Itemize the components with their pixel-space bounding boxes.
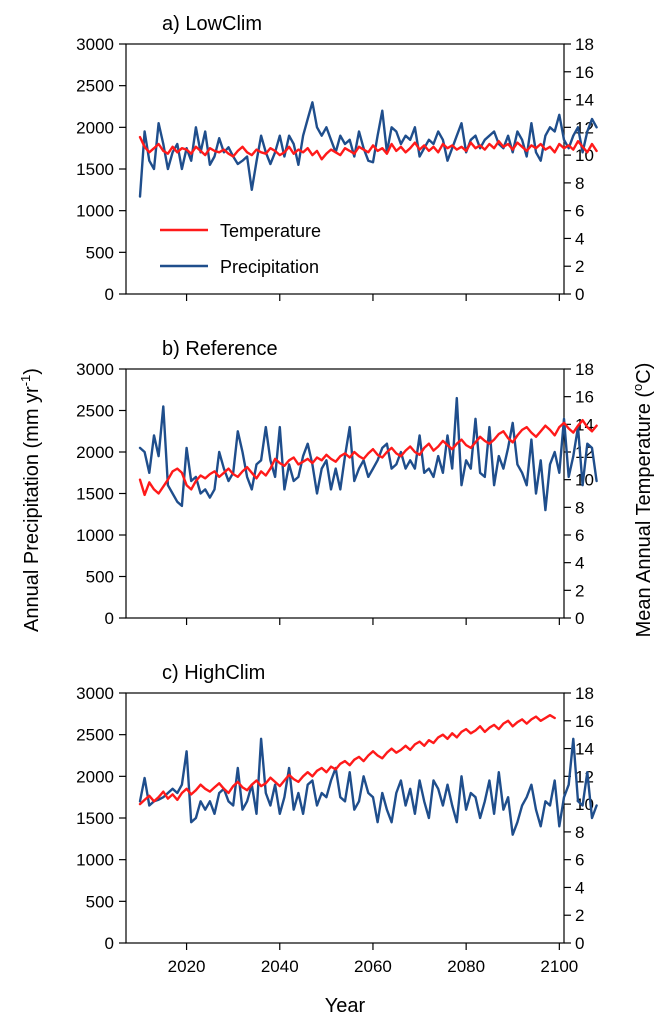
y-right-tick-label: 18 — [575, 360, 594, 379]
y-right-tick-label: 4 — [575, 554, 584, 573]
y-right-tick-label: 0 — [575, 285, 584, 304]
y-right-tick-label: 16 — [575, 63, 594, 82]
y-left-tick-label: 2000 — [76, 118, 114, 137]
y-left-tick-label: 3000 — [76, 35, 114, 54]
y-right-tick-label: 10 — [575, 471, 594, 490]
right-axis-title-end: C) — [633, 363, 655, 384]
y-right-tick-label: 18 — [575, 35, 594, 54]
x-tick-label: 2020 — [168, 957, 206, 976]
y-left-tick-label: 1000 — [76, 526, 114, 545]
y-left-tick-label: 1500 — [76, 809, 114, 828]
y-left-tick-label: 2500 — [76, 402, 114, 421]
y-right-tick-label: 0 — [575, 934, 584, 953]
panel-3: c) HighClim 0 500 1000 1500 2000 2500 3000 0 2 4 6 8… — [76, 662, 598, 976]
y-left-tick-label: 500 — [86, 243, 114, 262]
y-left-tick-label: 1500 — [76, 485, 114, 504]
right-axis-title-sup: o — [630, 384, 645, 391]
y-left-tick-label: 2000 — [76, 767, 114, 786]
series-precipitation-line — [138, 737, 598, 836]
series-temperature-line — [138, 714, 556, 806]
left-axis-title-sup: -1 — [18, 375, 33, 387]
y-left-tick-label: 1000 — [76, 851, 114, 870]
y-left-tick-label: 0 — [105, 609, 114, 628]
y-left-tick-label: 3000 — [76, 684, 114, 703]
y-right-tick-label: 6 — [575, 202, 584, 221]
series-temperature-line — [138, 135, 598, 161]
y-left-tick-label: 1000 — [76, 202, 114, 221]
y-right-tick-label: 8 — [575, 498, 584, 517]
x-tick-label: 2100 — [540, 957, 578, 976]
series-precipitation-line — [138, 396, 598, 512]
plot-frame — [125, 43, 565, 295]
y-left-tick-label: 0 — [105, 285, 114, 304]
left-axis-title-main: Annual Precipitation (mm yr — [21, 386, 43, 632]
y-right-tick-label: 0 — [575, 609, 584, 628]
y-left-tick-label: 1500 — [76, 160, 114, 179]
y-right-tick-label: 8 — [575, 823, 584, 842]
y-right-tick-label: 14 — [575, 740, 594, 759]
right-axis-title: Mean Annual Temperature (oC) — [630, 363, 655, 638]
x-tick-label: 2060 — [354, 957, 392, 976]
y-left-tick-label: 500 — [86, 568, 114, 587]
panels: a) LowClim050010001500200025003000024681… — [76, 13, 598, 976]
y-left-tick-label: 2500 — [76, 726, 114, 745]
left-axis-title-end: ) — [21, 368, 43, 375]
left-axis-title: Annual Precipitation (mm yr-1) — [18, 368, 43, 632]
panel-title: c) HighClim — [162, 662, 265, 684]
y-right-tick-label: 14 — [575, 91, 594, 110]
x-axis-title: Year — [325, 995, 366, 1017]
x-tick-label: 2040 — [261, 957, 299, 976]
y-left-tick-label: 0 — [105, 934, 114, 953]
y-right-tick-label: 2 — [575, 257, 584, 276]
y-right-tick-label: 16 — [575, 712, 594, 731]
y-left-tick-label: 500 — [86, 892, 114, 911]
right-axis-title-main: Mean Annual Temperature ( — [633, 391, 655, 638]
y-right-tick-label: 4 — [575, 229, 584, 248]
y-left-tick-label: 2500 — [76, 77, 114, 96]
y-right-tick-label: 8 — [575, 174, 584, 193]
y-right-tick-label: 2 — [575, 906, 584, 925]
panel-title: a) LowClim — [162, 13, 262, 35]
y-right-tick-label: 4 — [575, 878, 584, 897]
legend-precipitation-label: Precipitation — [220, 257, 319, 277]
legend: Temperature Precipitation — [160, 221, 321, 277]
legend-temperature-label: Temperature — [220, 221, 321, 241]
panel-title: b) Reference — [162, 338, 278, 360]
series-temperature-line — [138, 419, 598, 497]
y-left-tick-label: 3000 — [76, 360, 114, 379]
y-right-tick-label: 18 — [575, 684, 594, 703]
panel-1: a) LowClim 0 500 1000 1500 2000 2500 3000 0 2 4 6 8 1… — [76, 13, 598, 304]
y-left-tick-label: 2000 — [76, 443, 114, 462]
plot-frame — [125, 368, 565, 619]
y-right-tick-label: 16 — [575, 388, 594, 407]
y-right-tick-label: 6 — [575, 851, 584, 870]
x-tick-label: 2080 — [447, 957, 485, 976]
panel-2: b) Reference 0 500 1000 1500 2000 2500 3000 0 2 4 6… — [76, 338, 598, 628]
y-right-tick-label: 6 — [575, 526, 584, 545]
y-right-tick-label: 2 — [575, 581, 584, 600]
